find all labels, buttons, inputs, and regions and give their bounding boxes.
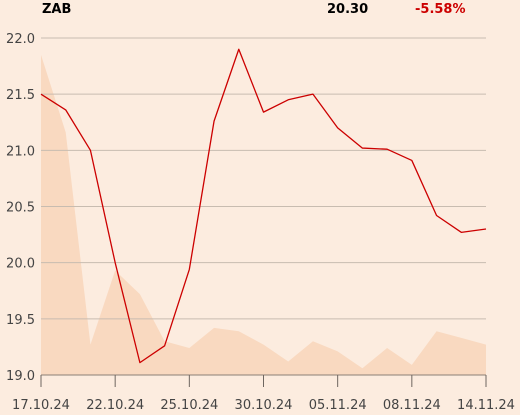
y-axis: 22.0 21.5 21.0 20.5 20.0 19.5 19.0 [6,32,35,384]
price-change: -5.58% [415,2,466,17]
x-tick-label: 14.11.24 [457,398,515,413]
x-tick-label: 22.10.24 [86,398,144,413]
x-tick-label: 17.10.24 [12,398,70,413]
price-line [40,48,487,364]
last-price: 20.30 [327,2,369,17]
y-tick-label: 21.0 [6,144,35,159]
x-tick-label: 05.11.24 [309,398,367,413]
x-tick-label: 30.10.24 [235,398,293,413]
y-tick-label: 20.5 [6,201,35,216]
ticker-symbol: ZAB [42,2,72,17]
y-tick-label: 22.0 [6,32,35,47]
y-tick-label: 19.5 [6,313,35,328]
x-axis: 17.10.24 22.10.24 25.10.24 30.10.24 05.11.24… [12,375,515,413]
x-tick-label: 08.11.24 [383,398,441,413]
x-tick-label: 25.10.24 [160,398,218,413]
y-tick-label: 21.5 [6,88,35,103]
volume-area [41,54,486,375]
y-tick-label: 20.0 [6,257,35,272]
y-tick-label: 19.0 [6,369,35,384]
price-line-layer [40,48,487,364]
volume-area-layer [41,54,486,375]
